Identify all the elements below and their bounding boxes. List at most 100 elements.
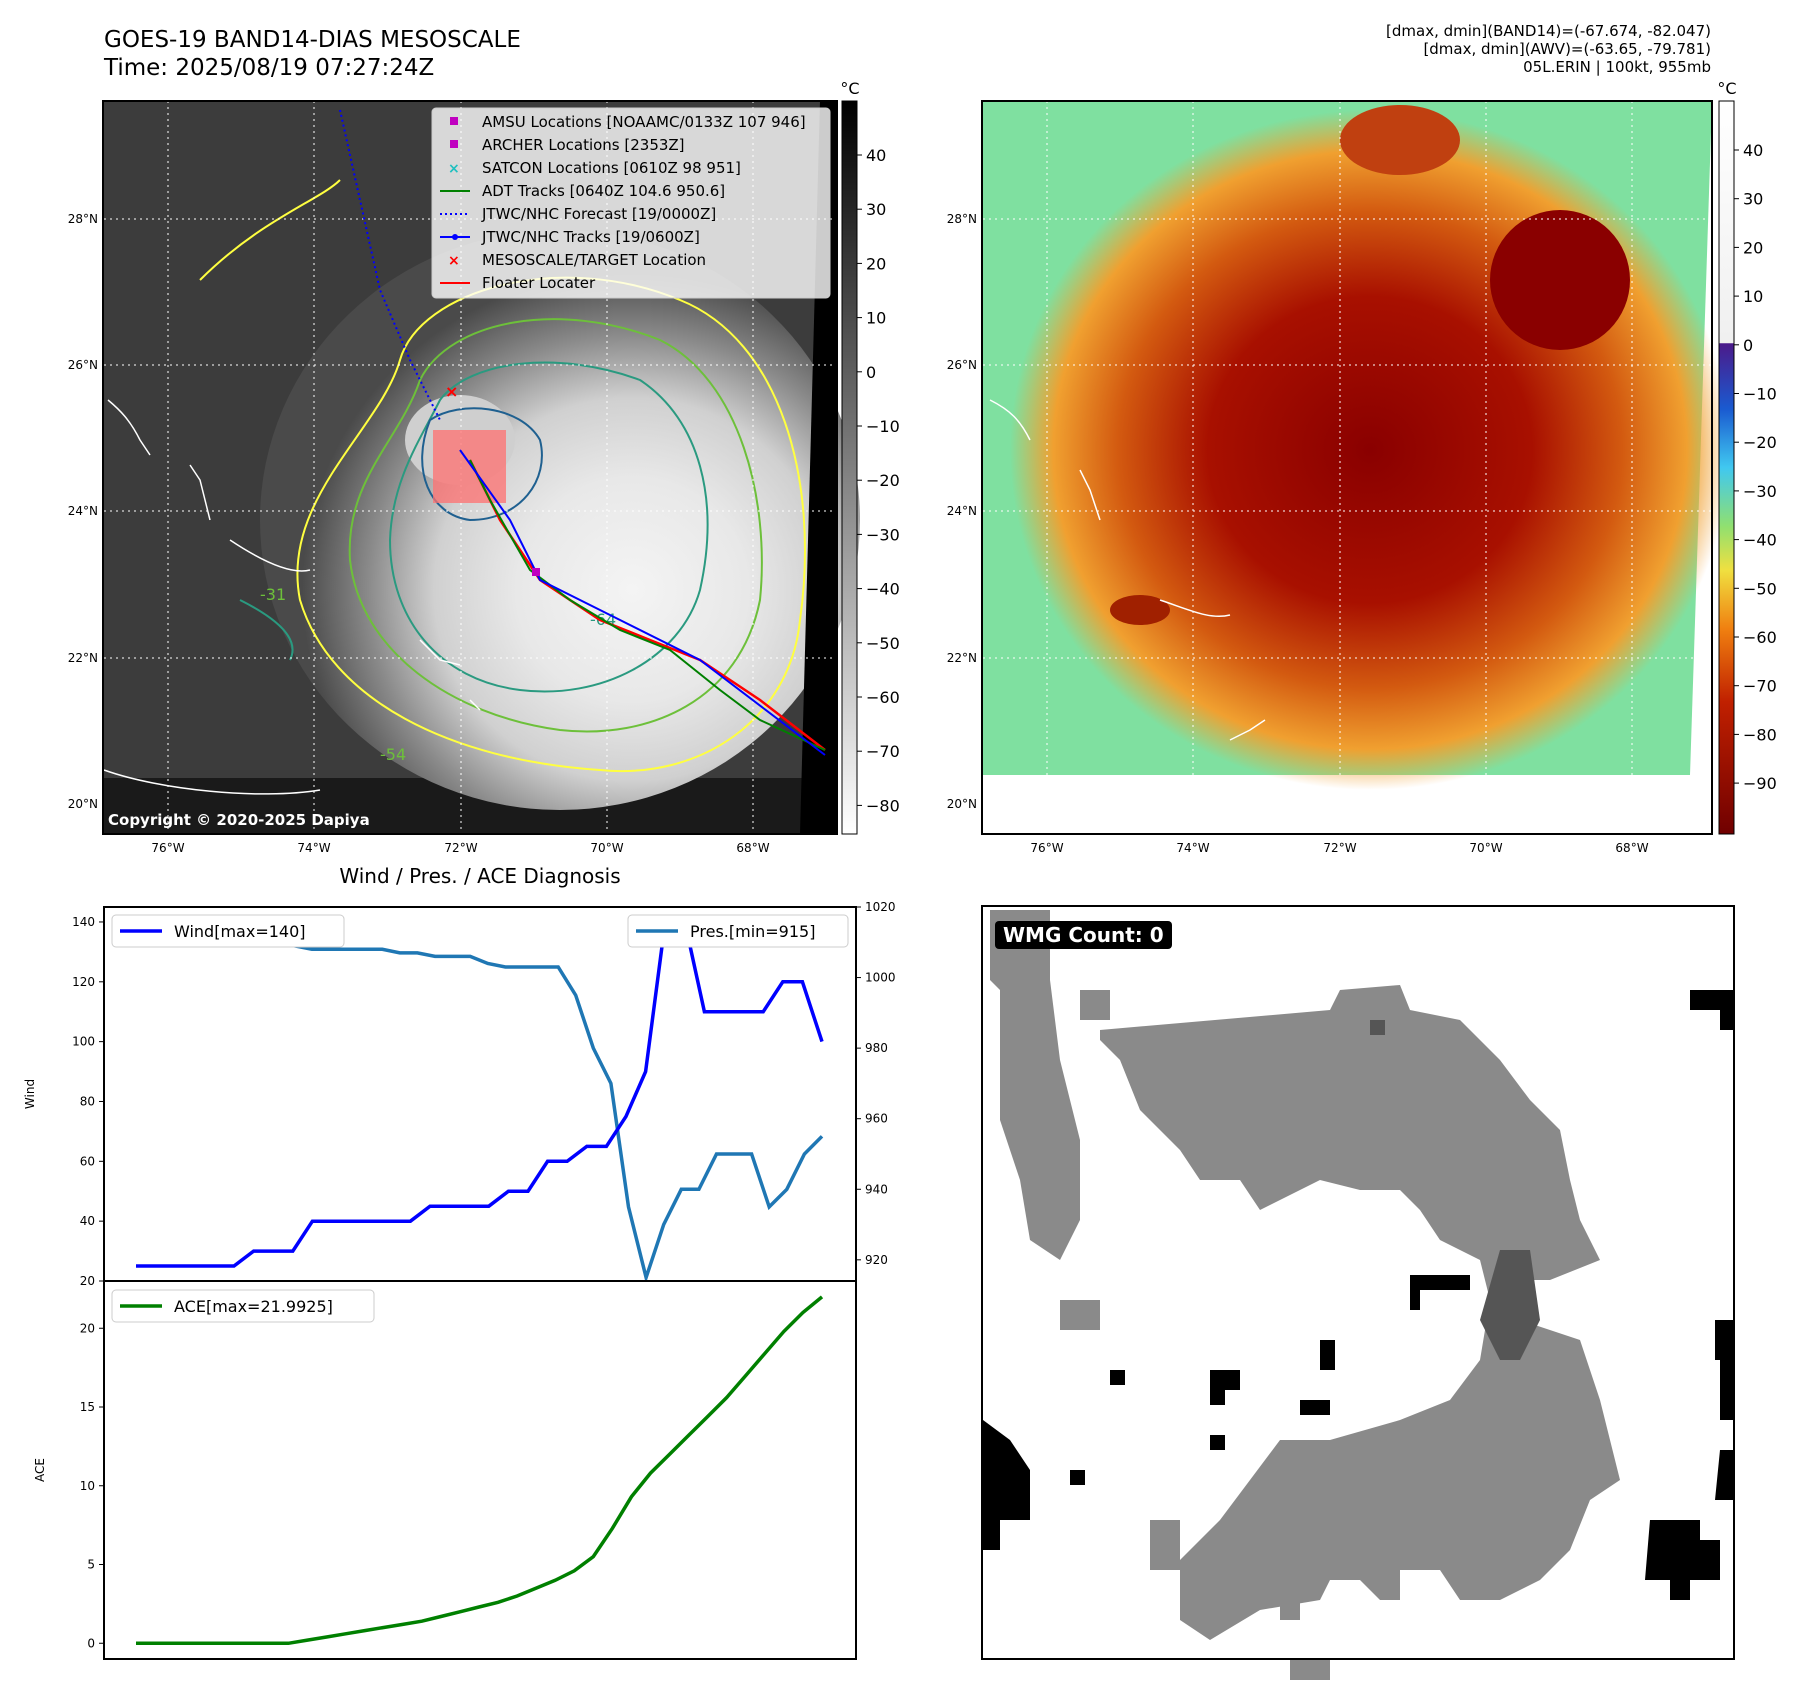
pressure-tick-label: 980 [865,1041,888,1055]
ir-map-frame [102,100,838,835]
gray-colorbar-tick: −60 [866,688,900,707]
color-colorbar [1718,100,1735,835]
wind-pressure-chart: 20 40 60 80 100 120 140 920 940 960 980 1000 1020 Win… [23,900,930,1288]
color-map-frame [981,100,1713,835]
legend-marker-archer [450,140,458,148]
gray-colorbar-ticks: 40 30 20 10 0 −10 −20 −30 −40 −50 −60 −70 −80 [857,146,900,815]
gray-colorbar-tick: 40 [866,146,886,165]
color-colorbar-tick: 10 [1743,287,1763,306]
wind-line [136,920,824,1268]
gray-colorbar-tick: 10 [866,309,886,328]
west-convection [1110,595,1170,625]
pressure-tick-label: 960 [865,1112,888,1126]
ace-line [136,1295,824,1646]
color-colorbar-tick: −40 [1743,531,1777,550]
info-line-2: [dmax, dmin](AWV)=(-63.65, -79.781) [1423,40,1711,58]
gray-colorbar-tick: 0 [866,363,876,382]
ace-axis-label: ACE [33,1458,47,1482]
coastlines [103,399,481,795]
ace-tick-label: 15 [80,1400,95,1414]
ace-tick-label: 10 [80,1479,95,1493]
legend-item-satcon: SATCON Locations [0610Z 98 951] [482,159,741,177]
lon-label: 72°W [444,841,477,855]
lat-label: 28°N [68,212,98,226]
ir-map-lat-labels: 28°N 26°N 24°N 22°N 20°N [68,212,98,811]
wind-panel-title: Wind / Pres. / ACE Diagnosis [339,864,621,888]
wmg-count-badge: WMG Count: 0 [995,921,1172,949]
legend-item-archer: ARCHER Locations [2353Z] [482,136,685,154]
info-line-3: 05L.ERIN | 100kt, 955mb [1523,58,1711,76]
gray-colorbar-tick: −50 [866,634,900,653]
color-colorbar-tick: 40 [1743,141,1763,160]
pressure-legend-label: Pres.[min=915] [690,922,815,941]
color-colorbar-tick: −10 [1743,385,1777,404]
gray-colorbar-tick: 30 [866,200,886,219]
lon-label: 74°W [297,841,330,855]
contour-label-2: -54 [380,745,406,764]
ir-map-lon-labels: 76°W 74°W 72°W 70°W 68°W [151,841,769,855]
wmg-dark-cells [1370,1020,1540,1360]
north-convection [1340,105,1460,175]
color-colorbar-tick: 30 [1743,190,1763,209]
color-map-panel: °C 403020100−10−20−30−40−50−60−70−80−90 … [947,79,1777,855]
lon-label: 68°W [736,841,769,855]
mesoscale-target-box [433,430,506,503]
gray-colorbar-tick: 20 [866,254,886,273]
legend-item-floater: Floater Locater [482,274,596,292]
wind-chart-frame [103,906,857,1282]
wind-tick-label: 60 [80,1154,95,1168]
figure-title: GOES-19 BAND14-DIAS MESOSCALE Time: 2025… [104,26,521,82]
legend-item-amsu: AMSU Locations [NOAAMC/0133Z 107 946] [482,113,806,131]
diagnosis-charts: 2040608010012014092094096098010001020Win… [23,900,930,1660]
legend-item-forecast: JTWC/NHC Forecast [19/0000Z] [481,205,716,223]
ace-legend-label: ACE[max=21.9925] [174,1297,333,1316]
lat-label: 24°N [947,504,977,518]
color-colorbar-tick: 20 [1743,238,1763,257]
color-colorbar-tick: −20 [1743,433,1777,452]
lat-label: 20°N [947,797,977,811]
gray-colorbar-tick: −30 [866,525,900,544]
pressure-tick-label: 1020 [865,900,896,914]
northeast-convection [1490,210,1630,350]
lon-label: 68°W [1615,841,1648,855]
ace-chart-frame [103,1280,857,1660]
ir-map-panel: -64 -54 -31 × AMSU Locations [NOAAMC/013… [68,79,900,855]
adt-track [469,459,826,751]
gray-colorbar-tick: −70 [866,742,900,761]
lon-label: 70°W [590,841,623,855]
contour-label-3: -31 [260,585,286,604]
wmg-gray-cells [990,910,1620,1680]
wind-legend-label: Wind[max=140] [174,922,306,941]
gray-colorbar-tick: −40 [866,580,900,599]
ace-tick-label: 20 [80,1321,95,1335]
wind-legend-box [111,914,345,948]
info-line-1: [dmax, dmin](BAND14)=(-67.674, -82.047) [1386,22,1711,40]
storm-cloud-shield [260,230,860,810]
forecast-track [339,109,441,421]
color-colorbar-unit: °C [1717,79,1736,98]
wind-tick-label: 80 [80,1094,95,1108]
lat-label: 22°N [68,651,98,665]
color-map-lon-labels: 76°W 74°W 72°W 70°W 68°W [1030,841,1648,855]
color-colorbar-tick: −60 [1743,628,1777,647]
ace-tick-label: 0 [87,1636,95,1650]
lon-label: 76°W [1030,841,1063,855]
pressure-tick-label: 920 [865,1253,888,1267]
gray-colorbar-tick: −20 [866,471,900,490]
wmg-panel [981,905,1735,1680]
lon-label: 74°W [1176,841,1209,855]
color-map-lat-labels: 28°N 26°N 24°N 22°N 20°N [947,212,977,811]
pressure-axis-label: Pressure [929,1068,930,1119]
gray-colorbar-tick: −10 [866,417,900,436]
pressure-tick-label: 1000 [865,971,896,985]
color-colorbar-tick: −80 [1743,725,1777,744]
storm-info: [dmax, dmin](BAND14)=(-67.674, -82.047) … [1386,22,1711,76]
mesoscale-marker: × [445,382,458,401]
lat-label: 26°N [68,358,98,372]
wind-tick-label: 20 [80,1274,95,1288]
color-colorbar-tick: −30 [1743,482,1777,501]
lat-label: 22°N [947,651,977,665]
wmg-frame [981,905,1735,1660]
color-colorbar-tick: −90 [1743,774,1777,793]
lat-label: 28°N [947,212,977,226]
